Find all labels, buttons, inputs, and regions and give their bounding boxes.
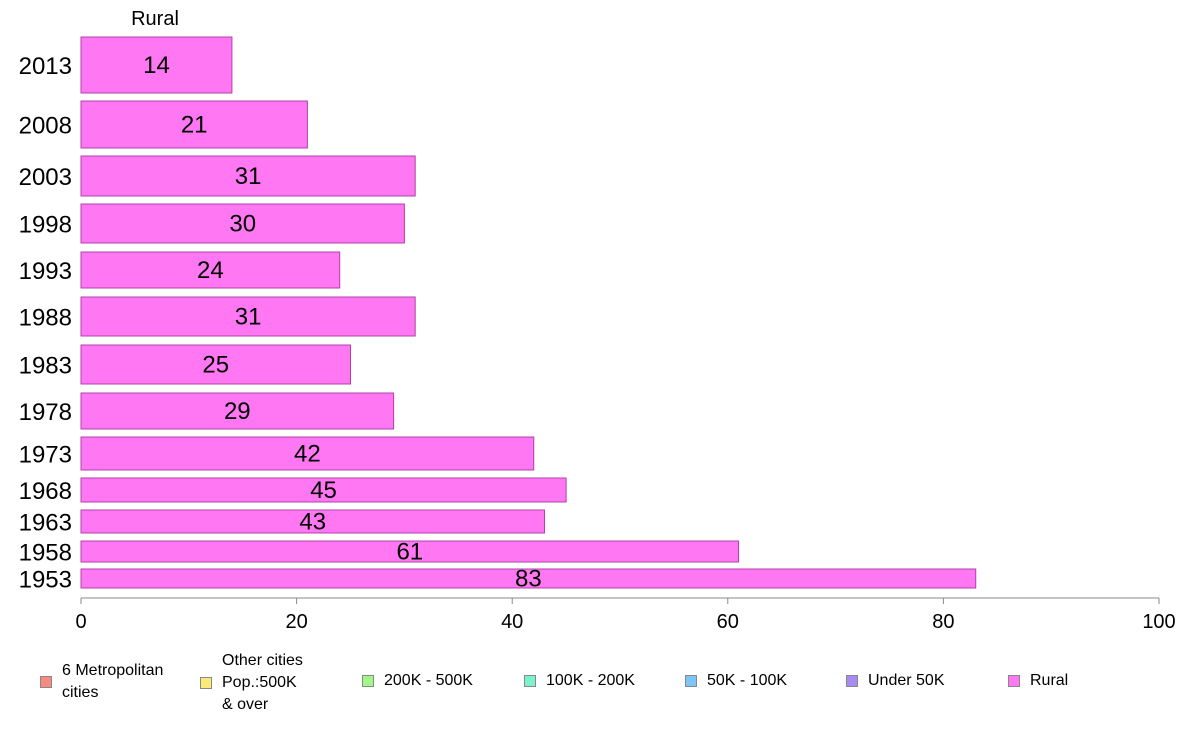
x-axis: 0 20 40 60 80 100 (75, 597, 1176, 633)
legend-item-1: 6 Metropolitan cities (40, 660, 163, 704)
y-tick-label-1973: 1973 (19, 442, 72, 469)
x-tick-label-100: 100 (1142, 611, 1175, 633)
data-label-1978: 29 (224, 398, 251, 425)
legend-item-5: 50K - 100K (685, 670, 787, 692)
y-tick-label-1968: 1968 (19, 478, 72, 505)
bar-1953 (80, 568, 977, 589)
y-tick-label-1978: 1978 (19, 399, 72, 426)
data-label-1988: 31 (235, 304, 262, 331)
data-label-1958: 61 (396, 539, 423, 566)
x-tick-label-20: 20 (285, 611, 307, 633)
bar-1993 (80, 251, 341, 289)
bar-1978 (80, 392, 395, 430)
legend-label: 6 Metropolitan cities (62, 662, 164, 701)
y-tick-label-2003: 2003 (19, 164, 72, 191)
x-tick-label-0: 0 (75, 611, 86, 633)
legend-swatch (524, 675, 536, 687)
data-label-1968: 45 (310, 477, 337, 504)
bar-1998 (80, 203, 405, 244)
y-tick-label-1993: 1993 (19, 258, 72, 285)
legend-swatch (200, 677, 212, 689)
y-tick-label-1983: 1983 (19, 353, 72, 380)
data-label-1963: 43 (299, 509, 326, 536)
y-axis-labels: 2013 2008 2003 1998 1993 1988 1983 1978 1973 1968… (19, 53, 72, 594)
y-tick-label-2013: 2013 (19, 53, 72, 80)
bar-1968 (80, 477, 567, 503)
legend-swatch (1008, 675, 1020, 687)
y-tick-label-1963: 1963 (19, 510, 72, 537)
legend-item-3: 200K - 500K (362, 670, 473, 692)
legend-label: Rural (1030, 672, 1069, 689)
legend-label: 200K - 500K (384, 672, 473, 689)
data-label-1993: 24 (197, 257, 224, 284)
legend-label: Under 50K (868, 672, 945, 689)
legend-label: 100K - 200K (546, 672, 635, 689)
legend-item-6: Under 50K (846, 670, 945, 692)
bar-1973 (80, 436, 535, 471)
legend-item-7: Rural (1008, 670, 1068, 692)
bar-2013 (80, 36, 233, 94)
data-label-2008: 21 (181, 112, 208, 139)
legend-item-2: Other cities Pop.:500K & over (200, 650, 303, 716)
x-tick-label-40: 40 (501, 611, 523, 633)
bar-1983 (80, 344, 351, 385)
data-label-1983: 25 (202, 352, 229, 379)
legend-item-4: 100K - 200K (524, 670, 635, 692)
legend-label: 50K - 100K (707, 672, 788, 689)
legend-label: Other cities Pop.:500K & over (222, 652, 303, 713)
y-tick-label-1953: 1953 (19, 567, 72, 594)
data-label-1953: 83 (515, 566, 542, 593)
x-tick-label-60: 60 (717, 611, 739, 633)
bar-1958 (80, 540, 740, 563)
bar-1963 (80, 509, 546, 534)
data-label-2003: 31 (235, 163, 262, 190)
legend: 6 Metropolitan cities Other cities Pop.:5… (0, 640, 1188, 730)
bar-1988 (80, 296, 416, 337)
panel-title: Rural (131, 8, 179, 30)
legend-swatch (846, 675, 858, 687)
y-tick-label-2008: 2008 (19, 113, 72, 140)
y-tick-label-1988: 1988 (19, 305, 72, 332)
bar-2008 (80, 100, 308, 149)
y-tick-label-1998: 1998 (19, 212, 72, 239)
data-label-1998: 30 (229, 211, 256, 238)
data-label-1973: 42 (294, 441, 321, 468)
data-label-2013: 14 (143, 52, 170, 79)
legend-swatch (40, 676, 52, 688)
legend-swatch (685, 675, 697, 687)
x-tick-label-80: 80 (932, 611, 954, 633)
y-tick-label-1958: 1958 (19, 540, 72, 567)
legend-swatch (362, 675, 374, 687)
bar-2003 (80, 155, 416, 197)
